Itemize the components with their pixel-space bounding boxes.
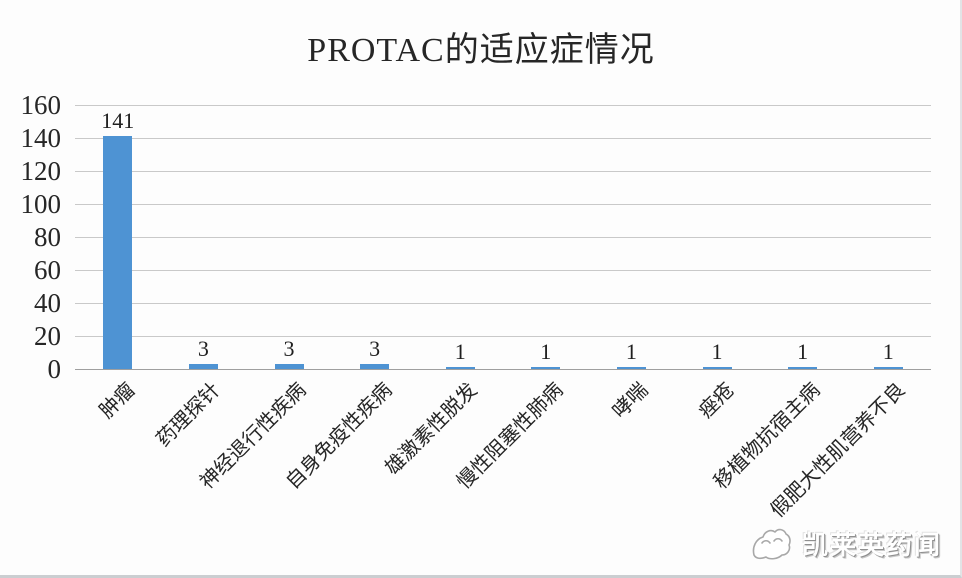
gridline <box>75 104 931 106</box>
bar-3 <box>274 364 304 369</box>
y-axis-tick-label: 40 <box>34 288 61 318</box>
bar-value-label: 1 <box>454 339 466 364</box>
bar-10 <box>873 367 903 369</box>
gridline <box>75 203 931 205</box>
y-axis-tick-label: 160 <box>20 90 62 120</box>
bar-value-label: 1 <box>882 339 894 364</box>
gridline <box>75 236 931 238</box>
y-axis-tick-label: 20 <box>34 321 61 351</box>
bar-value-label: 1 <box>540 339 552 364</box>
y-axis-tick-label: 100 <box>20 189 62 219</box>
bar-value-label: 1 <box>797 339 809 364</box>
brand-watermark: 凯莱英药闻 <box>748 521 942 565</box>
bar-value-label: 1 <box>711 339 723 364</box>
y-axis-tick-label: 120 <box>20 156 62 186</box>
bar-value-label: 1 <box>625 339 637 364</box>
y-axis-tick-label: 60 <box>34 255 61 285</box>
bar-7 <box>616 367 646 369</box>
x-axis-category-label: 痤疮 <box>694 379 739 423</box>
bar-2 <box>188 364 218 369</box>
x-axis-category-label: 肿瘤 <box>95 379 140 423</box>
bar-5 <box>445 367 475 369</box>
gridline <box>75 335 931 337</box>
gridline <box>75 170 931 172</box>
x-axis-category-label: 药理探针 <box>152 379 225 452</box>
x-axis-line <box>75 368 931 370</box>
bar-1 <box>103 136 133 369</box>
bar-value-label: 3 <box>369 336 381 362</box>
chart-title: PROTAC的适应症情况 <box>307 32 655 69</box>
bar-9 <box>788 367 818 369</box>
y-axis-tick-label: 140 <box>20 123 62 153</box>
gridline <box>75 269 931 271</box>
bar-value-label: 3 <box>197 336 209 362</box>
bar-8 <box>702 367 732 369</box>
gridline <box>75 302 931 304</box>
x-axis-category-label: 哮喘 <box>609 379 653 423</box>
brand-logo-icon <box>748 521 794 565</box>
y-axis-tick-label: 0 <box>47 354 62 384</box>
y-axis-tick-label: 80 <box>34 222 61 252</box>
gridline <box>75 137 931 139</box>
bar-value-label: 3 <box>283 336 295 362</box>
brand-name: 凯莱英药闻 <box>801 529 942 560</box>
bar-6 <box>531 367 561 369</box>
bar-4 <box>360 364 390 369</box>
bar-value-label: 141 <box>101 108 135 134</box>
